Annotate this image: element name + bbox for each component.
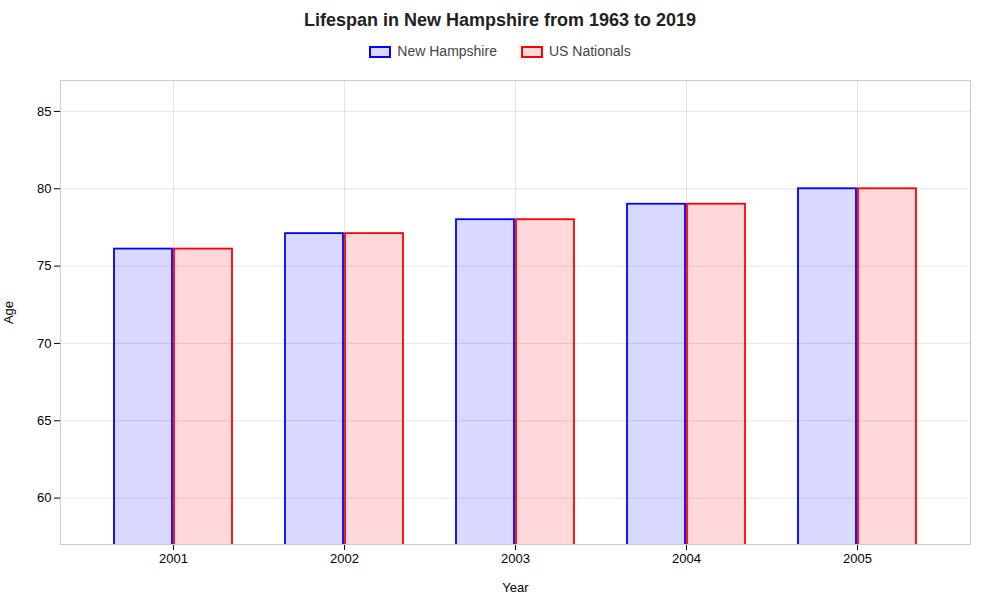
svg-text:65: 65 bbox=[37, 413, 51, 428]
html-text:New Hampshire: New Hampshire bbox=[397, 43, 497, 59]
svg-text:2004: 2004 bbox=[672, 551, 701, 566]
html-text:US Nationals: US Nationals bbox=[548, 43, 631, 59]
svg-text:2003: 2003 bbox=[501, 551, 530, 566]
svg-text:Age: Age bbox=[1, 301, 16, 324]
svg-text:Year: Year bbox=[502, 580, 529, 595]
svg-text:60: 60 bbox=[37, 490, 51, 505]
svg-text:2005: 2005 bbox=[843, 551, 872, 566]
svg-text:2002: 2002 bbox=[330, 551, 359, 566]
svg-text:70: 70 bbox=[37, 336, 51, 351]
svg-text:80: 80 bbox=[37, 181, 51, 196]
html-text:Lifespan in New Hampshire from: Lifespan in New Hampshire from 1963 to 2… bbox=[303, 10, 697, 30]
svg-text:2001: 2001 bbox=[159, 551, 188, 566]
svg-text:85: 85 bbox=[37, 104, 51, 119]
svg-text:75: 75 bbox=[37, 258, 51, 273]
